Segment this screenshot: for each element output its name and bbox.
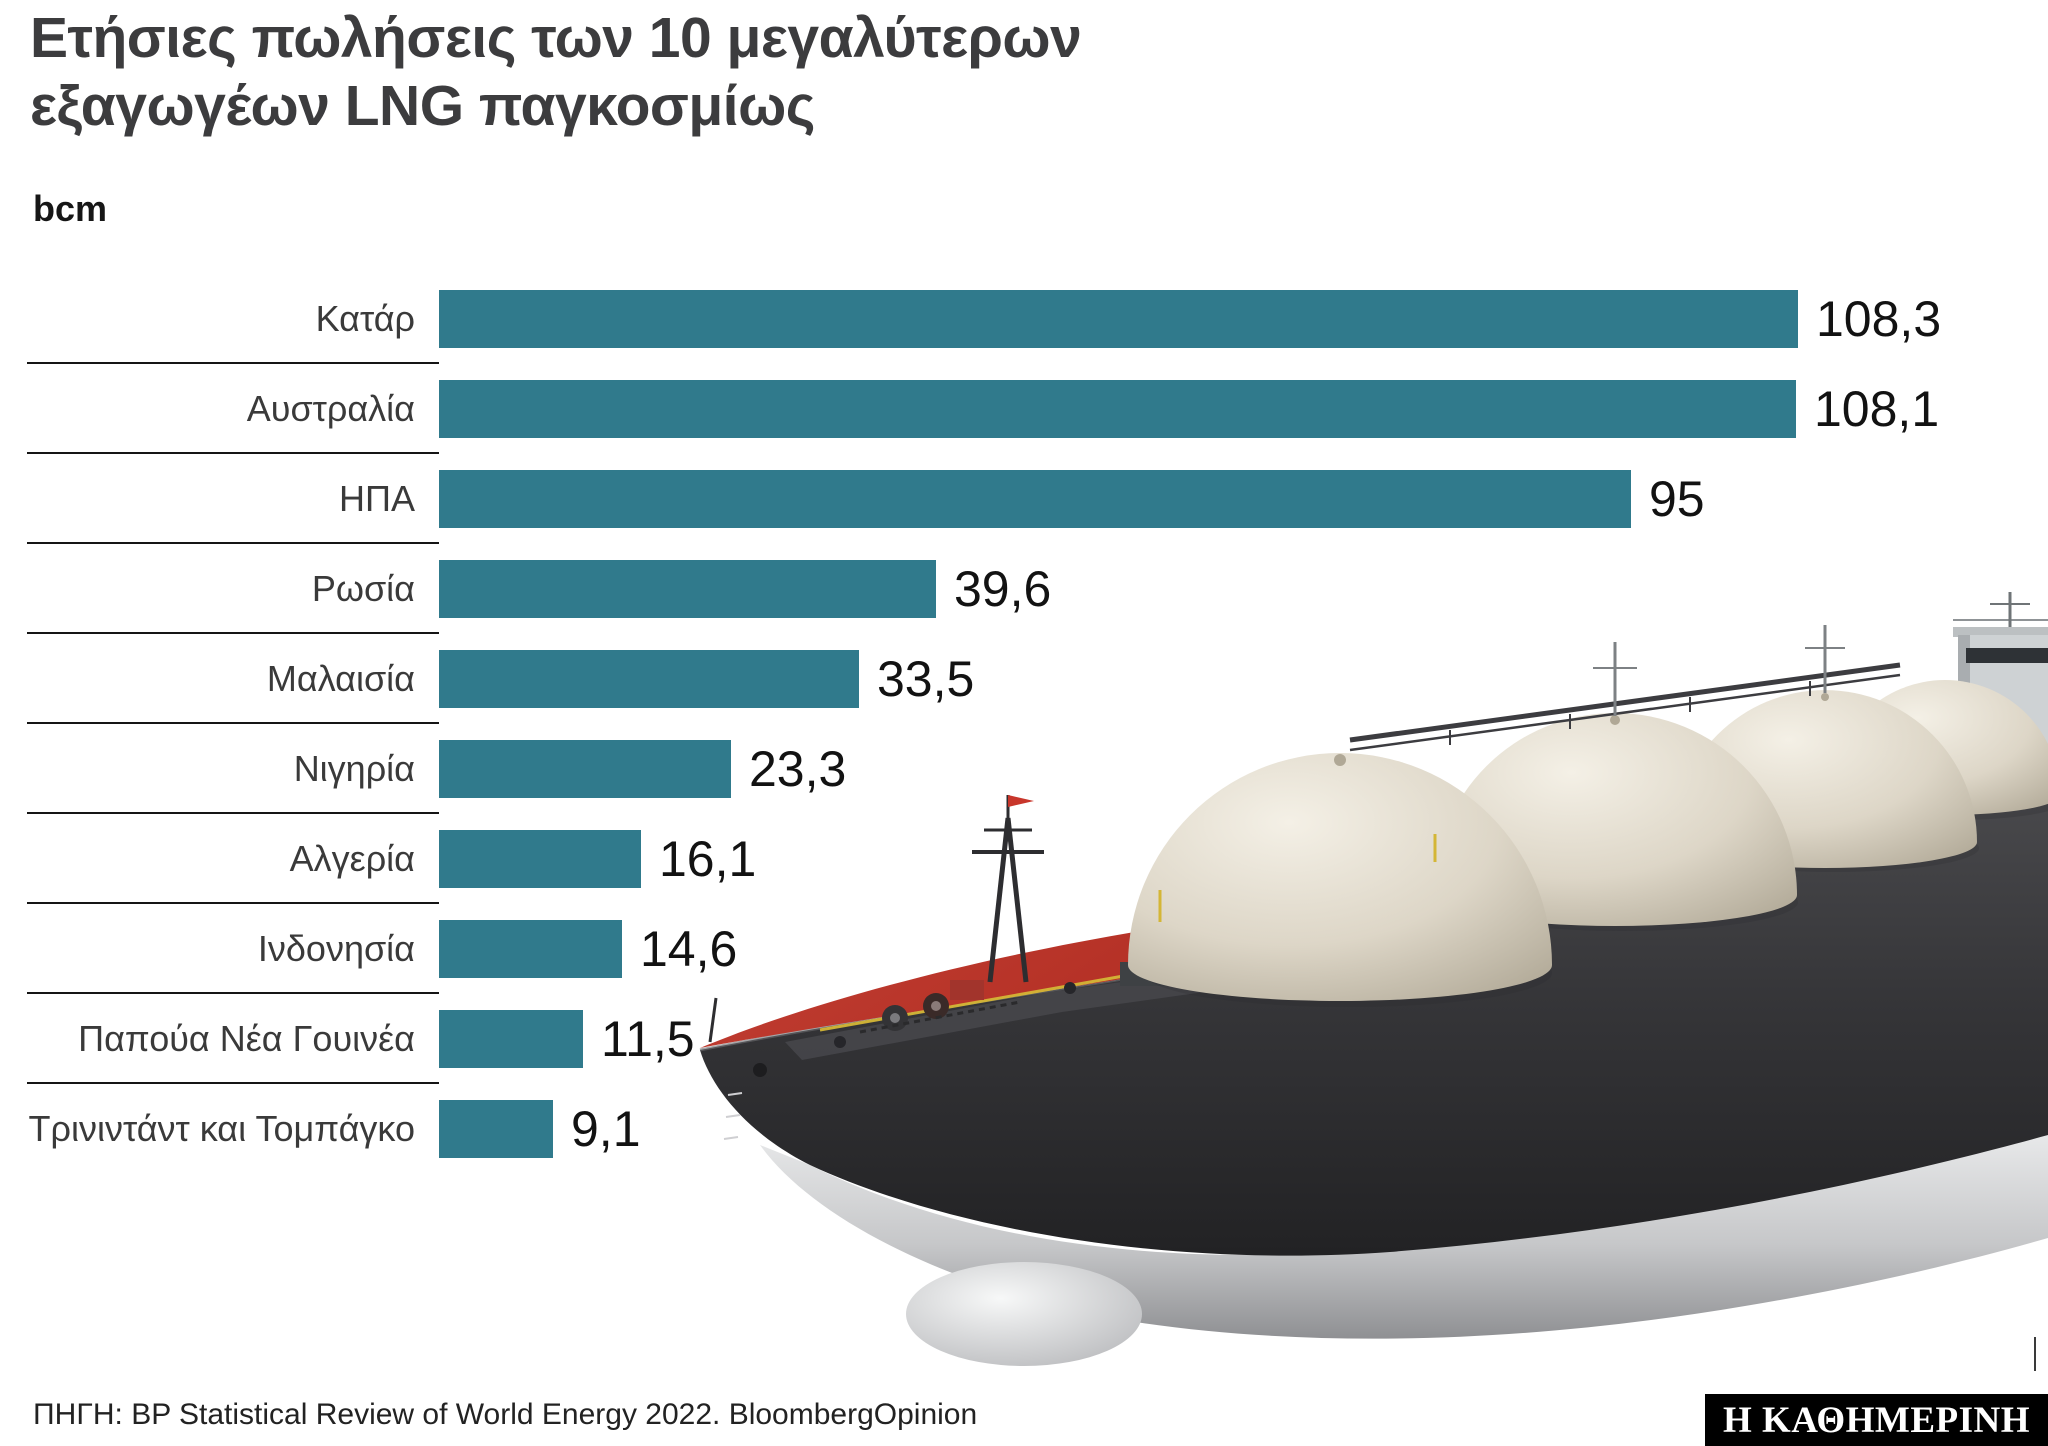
crop-mark	[2034, 1337, 2036, 1371]
deck-walkway	[785, 962, 1275, 1060]
bar-track: 23,3	[439, 740, 846, 798]
bow-jackstaff	[708, 997, 718, 1043]
bar-value: 33,5	[877, 651, 975, 707]
ship-bulbous-bow	[906, 1262, 1142, 1366]
bar-value: 23,3	[749, 741, 847, 797]
anchor-fairlead	[753, 1063, 767, 1077]
tank-masts	[1593, 625, 1845, 716]
table-row: Αλγερία 16,1	[0, 814, 2048, 904]
draft-marks	[723, 1092, 743, 1140]
bar-value: 9,1	[571, 1101, 641, 1157]
bar-track: 95	[439, 470, 1705, 528]
table-row: Ινδονησία 14,6	[0, 904, 2048, 994]
bar-track: 9,1	[439, 1100, 641, 1158]
page-title-line2: εξαγωγέων LNG παγκοσμίως	[30, 74, 815, 139]
bar-label: Νιγηρία	[293, 748, 415, 789]
bar-label: Μαλαισία	[266, 658, 415, 699]
page-title: Ετήσιες πωλήσεις των 10 μεγαλύτερων εξαγ…	[30, 4, 1082, 141]
bar-label: Ινδονησία	[257, 928, 415, 969]
bar-track: 14,6	[439, 920, 737, 978]
bar-track: 108,1	[439, 380, 1939, 438]
source-note: ΠΗΓΗ: BP Statistical Review of World Ene…	[33, 1398, 978, 1431]
unit-label: bcm	[33, 188, 108, 229]
table-row: Μαλαισία 33,5	[0, 634, 2048, 724]
bar-label: Αλγερία	[289, 838, 415, 879]
bar	[439, 470, 1631, 528]
bar	[439, 920, 622, 978]
bar-value: 108,1	[1814, 381, 1940, 437]
bar-value: 16,1	[659, 831, 757, 887]
bridge-windows	[1966, 648, 2048, 663]
brand-logo-text: Η ΚΑΘΗΜΕΡΙΝΗ	[1722, 1399, 2030, 1441]
bar-track: 33,5	[439, 650, 974, 708]
bar-value: 14,6	[640, 921, 738, 977]
tank-dome-1	[1128, 753, 1552, 1001]
bar	[439, 830, 641, 888]
bar-label: Τρινιντάντ και Τομπάγκο	[28, 1108, 415, 1149]
bar-label: Αυστραλία	[246, 388, 415, 429]
bar-label: Παπούα Νέα Γουινέα	[78, 1018, 415, 1059]
dome-vent	[1334, 754, 1346, 766]
page-title-line1: Ετήσιες πωλήσεις των 10 μεγαλύτερων	[30, 6, 1082, 70]
bar	[439, 740, 731, 798]
bar-chart: Κατάρ 108,3 Αυστραλία 108,1 ΗΠΑ 95 Ρωσία 39,6 Μα…	[0, 274, 2048, 1174]
bar	[439, 1010, 583, 1068]
bar-label: Ρωσία	[311, 568, 415, 609]
bar	[439, 380, 1796, 438]
lng-tanker-illustration	[699, 592, 2048, 1366]
foremast	[972, 795, 1044, 983]
bar-label: Κατάρ	[315, 298, 415, 339]
table-row: Παπούα Νέα Γουινέα 11,5	[0, 994, 2048, 1084]
bar	[439, 290, 1798, 348]
table-row: Τρινιντάντ και Τομπάγκο 9,1	[0, 1084, 2048, 1174]
brand-logo: Η ΚΑΘΗΜΕΡΙΝΗ	[1704, 1394, 2048, 1446]
ship-lower-hull	[760, 1130, 2048, 1366]
bar	[439, 1100, 553, 1158]
bar-value: 95	[1649, 471, 1705, 527]
bar-value: 39,6	[954, 561, 1052, 617]
tank-domes	[1128, 680, 2048, 1007]
bar	[439, 560, 936, 618]
bar-value: 108,3	[1816, 291, 1942, 347]
bar-label: ΗΠΑ	[338, 478, 415, 519]
table-row: Ρωσία 39,6	[0, 544, 2048, 634]
bar-track: 108,3	[439, 290, 1941, 348]
table-row: ΗΠΑ 95	[0, 454, 2048, 544]
table-row: Αυστραλία 108,1	[0, 364, 2048, 454]
table-row: Κατάρ 108,3	[0, 274, 2048, 364]
bar	[439, 650, 859, 708]
bar-track: 39,6	[439, 560, 1051, 618]
flag	[1008, 795, 1034, 807]
bar-value: 11,5	[601, 1011, 695, 1067]
catwalk	[1349, 662, 1901, 752]
bar-track: 11,5	[439, 1010, 695, 1068]
table-row: Νιγηρία 23,3	[0, 724, 2048, 814]
bar-track: 16,1	[439, 830, 756, 888]
